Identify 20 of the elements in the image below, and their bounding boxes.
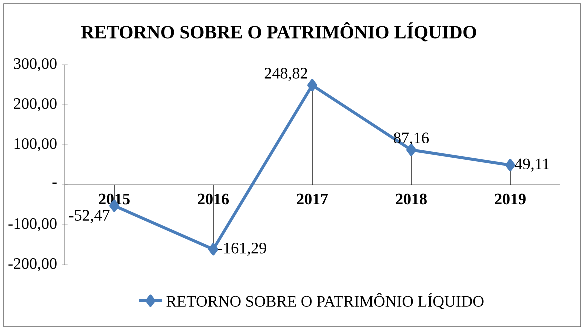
point — [506, 159, 516, 172]
y-tick-label: 100,00 — [14, 138, 57, 152]
data-label: 49,11 — [515, 158, 550, 172]
y-tick-label: 200,00 — [14, 98, 57, 112]
point — [406, 144, 416, 156]
point — [208, 243, 218, 256]
y-tick-label: 300,00 — [14, 58, 57, 72]
y-tick-label: - — [52, 182, 57, 184]
chart-title: RETORNO SOBRE O PATRIMÔNIO LÍQUIDO — [81, 22, 476, 42]
y-tick-label: -200,00 — [8, 258, 57, 272]
data-label: -52,47 — [70, 210, 110, 224]
data-label: 87,16 — [394, 132, 430, 146]
x-tick-label: 2017 — [297, 194, 328, 205]
data-label: -161,29 — [218, 242, 266, 256]
x-tick-label: 2018 — [396, 194, 427, 205]
data-label: 248,82 — [264, 68, 308, 82]
x-tick-label: 2019 — [495, 194, 526, 205]
legend-label: RETORNO SOBRE O PATRIMÔNIO LÍQUIDO — [166, 293, 484, 310]
point — [308, 79, 318, 92]
y-tick-label: -100,00 — [8, 218, 57, 232]
